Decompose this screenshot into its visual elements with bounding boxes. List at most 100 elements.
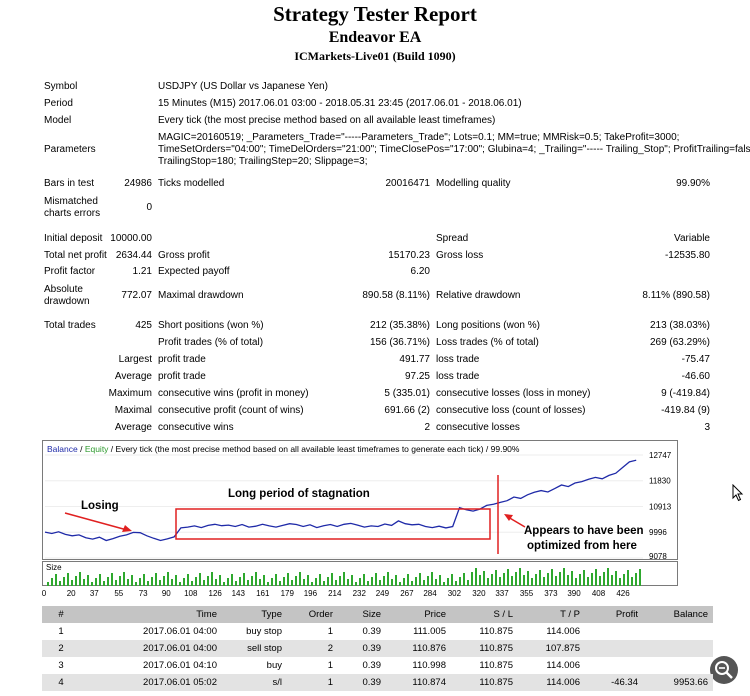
bars-label: Bars in test (44, 178, 95, 189)
zoom-magnifier-icon[interactable] (710, 656, 738, 684)
cell-price: 110.998 (412, 660, 446, 671)
size-bar (291, 580, 293, 586)
optimized-arrowhead (504, 514, 513, 521)
size-bar (631, 577, 633, 586)
size-bar (591, 573, 593, 586)
size-bar (391, 579, 393, 586)
size-bar (551, 569, 553, 586)
size-bar (163, 576, 165, 586)
size-bar (275, 574, 277, 586)
size-bar (327, 577, 329, 586)
rel-drawdown-value: 8.11% (890.58) (642, 290, 710, 301)
size-bar (487, 578, 489, 586)
size-bar (203, 580, 205, 586)
size-bar (199, 573, 201, 586)
cell-order: 1 (287, 674, 338, 691)
size-bar (575, 578, 577, 586)
profit-trades-value: 156 (36.71%) (369, 337, 430, 348)
size-bar (311, 582, 313, 586)
gross-profit-label: Gross profit (158, 250, 210, 261)
spread-label: Spread (436, 233, 469, 244)
size-bar (55, 574, 57, 586)
largest-profit-value: 491.77 (399, 354, 430, 365)
size-bar (151, 577, 153, 586)
x-tick-label: 302 (447, 589, 462, 598)
avg-cons-wins-label: consecutive wins (158, 422, 234, 433)
long-positions-value: 213 (38.03%) (649, 320, 710, 331)
x-tick-label: 90 (161, 589, 171, 598)
size-bar (427, 576, 429, 586)
size-bar (315, 578, 317, 586)
x-tick-label: 37 (89, 589, 99, 598)
initial-deposit-label: Initial deposit (44, 233, 103, 244)
size-bar (307, 575, 309, 586)
loss-trades-value: 269 (63.29%) (649, 337, 710, 348)
size-bar (523, 575, 525, 586)
x-tick-label: 249 (375, 589, 390, 598)
cell-order: 1 (327, 660, 333, 671)
cell-profit (585, 640, 643, 657)
size-bar (135, 582, 137, 586)
cell-number: 4 (42, 674, 80, 691)
size-bar (355, 582, 357, 586)
short-positions-label: Short positions (won %) (158, 320, 264, 331)
cell-tp: 114.006 (546, 626, 580, 637)
max-cons-losses-label: consecutive losses (loss in money) (436, 388, 591, 399)
size-bar (191, 581, 193, 586)
average-loss-value: -46.60 (681, 371, 710, 382)
average-loss-label: loss trade (436, 371, 480, 382)
cell-order: 2 (287, 640, 338, 657)
period-value: 15 Minutes (M15) 2017.06.01 03:00 - 2018… (158, 98, 522, 109)
cell-tp: 114.006 (546, 660, 580, 671)
quality-label: Modelling quality (436, 178, 511, 189)
cell-size: 0.39 (362, 660, 382, 671)
cell-balance (643, 623, 713, 640)
x-tick-label: 73 (138, 589, 148, 598)
size-bar (339, 576, 341, 586)
size-bar (159, 580, 161, 586)
size-bar (299, 572, 301, 586)
max-drawdown-label: Maximal drawdown (158, 290, 244, 301)
chart-y-axis: 12747 11830 10913 9996 9078 (649, 451, 672, 561)
cell-number: 1 (58, 626, 64, 637)
cell-size: 0.39 (338, 674, 386, 691)
model-label: Model (44, 115, 72, 126)
profit-trades-label: Profit trades (% of total) (158, 337, 264, 348)
size-bar (627, 570, 629, 586)
col-number: # (42, 606, 80, 623)
size-bar (635, 573, 637, 586)
largest-label: Largest (118, 354, 152, 365)
size-bar (547, 573, 549, 586)
cell-type: s/l (222, 674, 287, 691)
average-profit-label: profit trade (158, 371, 206, 382)
model-value: Every tick (the most precise method base… (158, 115, 496, 126)
cell-sl: 110.875 (479, 660, 513, 671)
size-bar (335, 580, 337, 586)
mismatched-label-1: Mismatched (44, 196, 98, 207)
cell-balance (643, 640, 713, 657)
size-bar (259, 579, 261, 586)
x-tick-label: 55 (114, 589, 124, 598)
cell-balance: 9953.66 (643, 674, 713, 691)
x-tick-label: 0 (41, 589, 47, 598)
maximal-cons-profit-value: 691.66 (2) (384, 405, 430, 416)
cell-size: 0.39 (338, 640, 386, 657)
size-bar (407, 574, 409, 586)
cell-time: 2017.06.01 04:00 (80, 640, 222, 657)
size-bar (183, 578, 185, 586)
short-positions-value: 212 (35.38%) (369, 320, 430, 331)
size-bar (367, 581, 369, 586)
mouse-cursor-icon (732, 484, 744, 502)
size-bar (455, 581, 457, 586)
size-bar (571, 571, 573, 586)
y-tick-label: 9078 (649, 552, 667, 561)
size-bar (583, 570, 585, 586)
mismatched-value: 0 (146, 202, 152, 213)
size-bar (611, 575, 613, 586)
optimized-annotation-line-2: optimized from here (527, 540, 637, 552)
balance-series-line (44, 459, 637, 542)
size-bar (107, 577, 109, 586)
size-bar (587, 577, 589, 586)
size-bar (119, 576, 121, 586)
x-tick-label: 214 (328, 589, 342, 598)
